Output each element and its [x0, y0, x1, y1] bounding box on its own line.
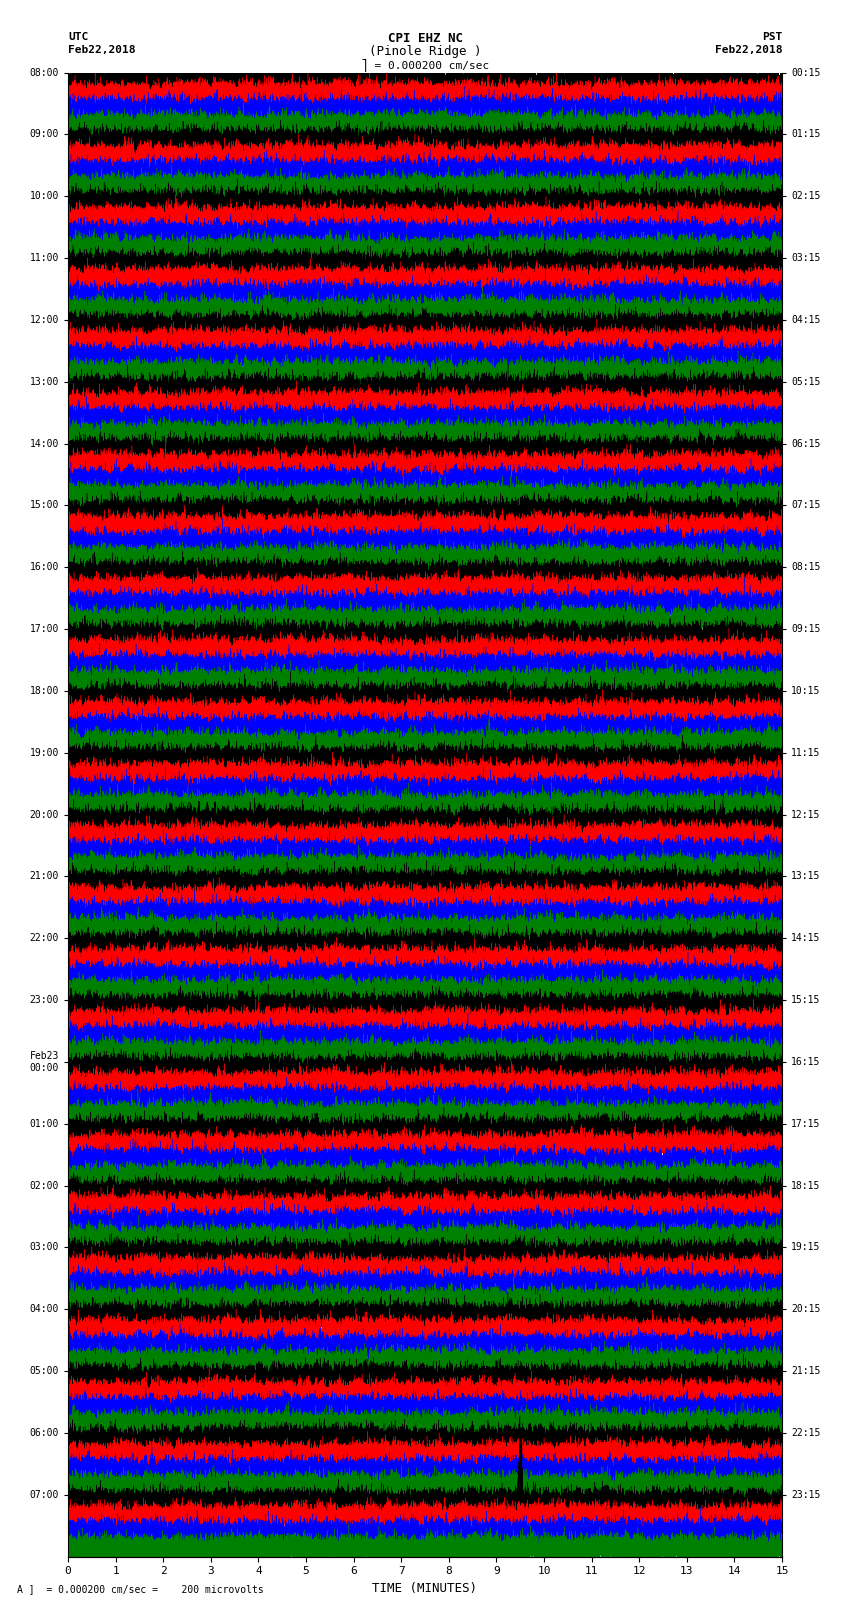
Text: PST: PST	[762, 32, 782, 42]
Text: Feb22,2018: Feb22,2018	[715, 45, 782, 55]
Text: A ]  = 0.000200 cm/sec =    200 microvolts: A ] = 0.000200 cm/sec = 200 microvolts	[17, 1584, 264, 1594]
X-axis label: TIME (MINUTES): TIME (MINUTES)	[372, 1582, 478, 1595]
Text: ⎤ = 0.000200 cm/sec: ⎤ = 0.000200 cm/sec	[361, 58, 489, 71]
Text: CPI EHZ NC: CPI EHZ NC	[388, 32, 462, 45]
Text: (Pinole Ridge ): (Pinole Ridge )	[369, 45, 481, 58]
Text: UTC: UTC	[68, 32, 88, 42]
Text: Feb22,2018: Feb22,2018	[68, 45, 135, 55]
